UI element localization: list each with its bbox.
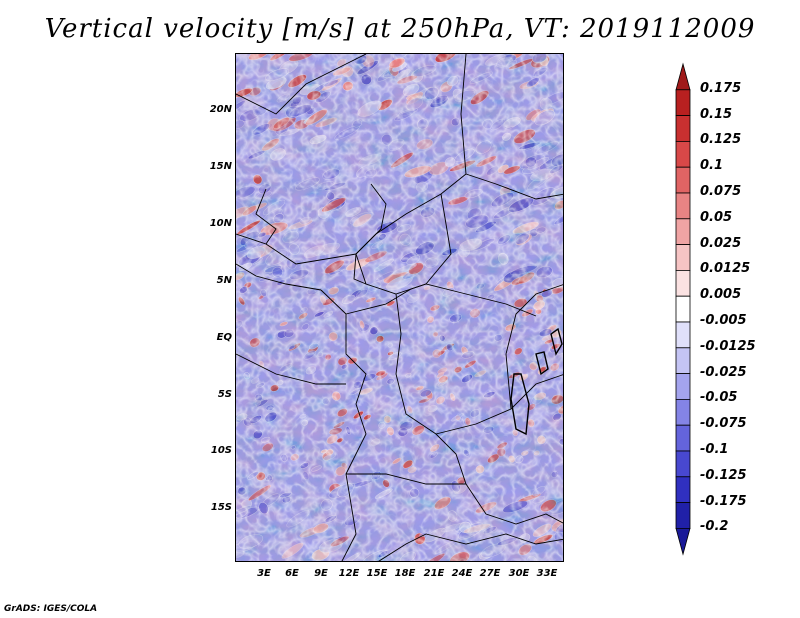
lake-outlines	[510, 327, 563, 436]
colorbar-segment	[675, 502, 691, 529]
colorbar-label: 0.125	[700, 132, 742, 148]
vertical-velocity-field	[236, 54, 563, 561]
lon-tick-label: 24E	[451, 568, 473, 579]
colorbar-label: -0.0125	[700, 338, 756, 354]
colorbar-segment	[675, 347, 691, 374]
colorbar-label: 0.15	[700, 106, 733, 122]
colorbar-label: 0.0125	[700, 261, 751, 277]
colorbar-label: -0.1	[700, 442, 729, 457]
colorbar-label: -0.2	[700, 519, 729, 535]
colorbar-segment	[675, 62, 691, 91]
lat-tick-label: 10N	[209, 218, 232, 229]
colorbar-label: 0.1	[700, 158, 724, 174]
lon-tick-label: 33E	[536, 568, 558, 579]
colorbar-segment	[675, 141, 691, 168]
colorbar-label: -0.05	[700, 390, 738, 406]
colorbar-segment	[675, 424, 691, 452]
lon-tick-label: 21E	[423, 568, 445, 579]
lon-tick-label: 6E	[285, 568, 299, 579]
lon-tick-label: 12E	[338, 568, 360, 579]
lon-tick-label: 30E	[508, 568, 530, 579]
colorbar-label: -0.025	[700, 364, 747, 380]
colorbar	[675, 62, 691, 556]
colorbar-segment	[675, 373, 691, 400]
colorbar-label: -0.005	[700, 313, 747, 328]
lon-tick-label: 18E	[394, 568, 416, 579]
map-plot-area	[235, 53, 564, 562]
colorbar-label: -0.175	[700, 493, 747, 509]
lat-tick-label: 5S	[217, 389, 232, 400]
colorbar-segment	[675, 218, 691, 246]
colorbar-label: 0.175	[700, 80, 742, 96]
colorbar-segment	[675, 527, 691, 556]
colorbar-label: -0.075	[700, 416, 747, 432]
lat-tick-label: 10S	[210, 445, 232, 456]
colorbar-segment	[675, 476, 691, 503]
country-borders	[236, 54, 563, 561]
colorbar-segment	[675, 295, 691, 323]
lon-tick-label: 15E	[366, 568, 388, 579]
grads-credit: GrADS: IGES/COLA	[4, 604, 98, 614]
colorbar-segment	[675, 192, 691, 220]
lat-tick-label: 15S	[210, 502, 232, 513]
colorbar-segment	[675, 321, 691, 349]
colorbar-segment	[675, 89, 691, 116]
lat-tick-label: EQ	[216, 332, 232, 343]
lat-tick-label: 20N	[209, 104, 232, 115]
colorbar-segment	[675, 244, 691, 271]
lat-tick-label: 5N	[216, 275, 232, 286]
colorbar-segment	[675, 115, 691, 142]
colorbar-segment	[675, 450, 691, 478]
colorbar-label: 0.025	[700, 235, 742, 251]
lon-tick-label: 27E	[479, 568, 501, 579]
colorbar-label: 0.005	[700, 287, 742, 303]
map-title: Vertical velocity [m/s] at 250hPa, VT: 2…	[44, 14, 756, 44]
colorbar-label: 0.05	[700, 209, 733, 225]
lat-tick-label: 15N	[209, 161, 232, 172]
colorbar-label: -0.125	[700, 467, 747, 483]
colorbar-segment	[675, 398, 691, 426]
contour-texture	[236, 54, 563, 561]
lon-tick-label: 9E	[314, 568, 328, 579]
colorbar-segment	[675, 166, 691, 194]
lon-tick-label: 3E	[257, 568, 271, 579]
colorbar-label: 0.075	[700, 184, 742, 199]
colorbar-segment	[675, 269, 691, 297]
